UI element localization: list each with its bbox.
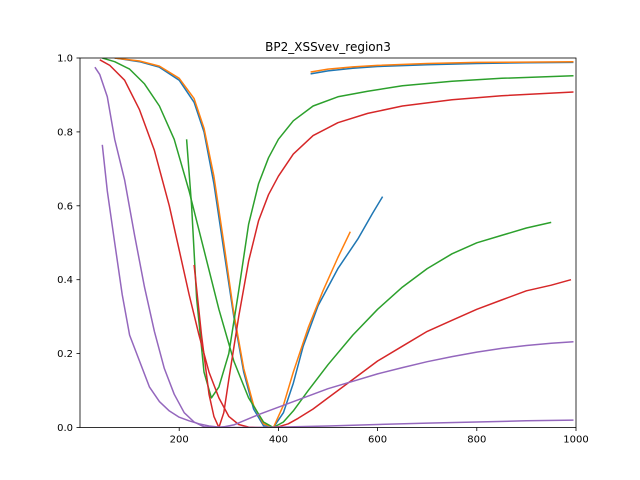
x-tick-label: 1000 bbox=[563, 435, 588, 446]
series-line-2 bbox=[310, 61, 574, 75]
x-tick-label: 600 bbox=[368, 435, 387, 446]
chart-title: BP2_XSSvev_region3 bbox=[265, 40, 391, 54]
y-tick-label: 0.4 bbox=[57, 275, 73, 286]
ticks-layer: 200 400 600 800 1000 0.0 0.2 0.4 0.6 0.8 1.0 bbox=[57, 54, 589, 446]
series-layer bbox=[94, 58, 574, 428]
y-tick-label: 0.0 bbox=[57, 423, 73, 434]
series-line-6 bbox=[185, 74, 574, 399]
series-line-5 bbox=[102, 58, 552, 428]
plot-area-frame bbox=[79, 57, 577, 428]
series-line-9 bbox=[94, 66, 574, 428]
y-tick-label: 0.2 bbox=[57, 349, 73, 360]
series-line-10 bbox=[101, 144, 574, 428]
y-tick-label: 1.0 bbox=[57, 54, 73, 65]
x-tick-label: 400 bbox=[269, 435, 288, 446]
x-tick-label: 800 bbox=[467, 435, 486, 446]
series-line-7 bbox=[99, 59, 572, 428]
series-line-4 bbox=[310, 60, 574, 73]
x-tick-label: 200 bbox=[170, 435, 189, 446]
series-line-1 bbox=[114, 58, 384, 428]
y-tick-label: 0.8 bbox=[57, 127, 73, 138]
series-line-3 bbox=[114, 58, 351, 428]
series-line-8 bbox=[193, 91, 574, 428]
y-tick-label: 0.6 bbox=[57, 201, 73, 212]
